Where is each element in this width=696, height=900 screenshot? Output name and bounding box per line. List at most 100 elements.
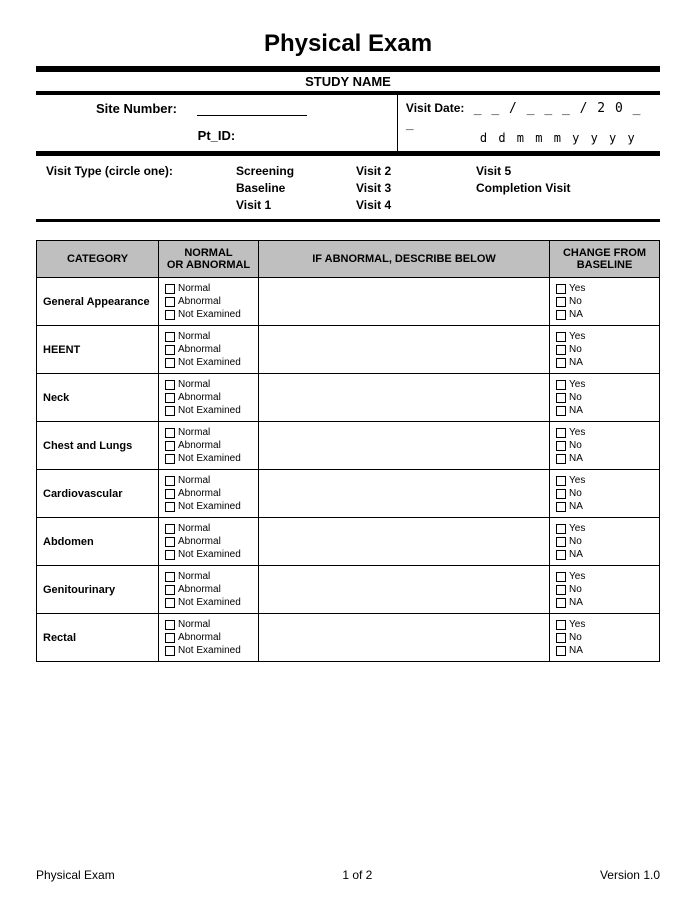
checkbox-icon[interactable]	[165, 358, 175, 368]
checkbox-icon[interactable]	[556, 380, 566, 390]
checkbox-icon[interactable]	[556, 598, 566, 608]
change-option[interactable]: NA	[556, 645, 653, 656]
status-option[interactable]: Normal	[165, 571, 252, 582]
checkbox-icon[interactable]	[556, 428, 566, 438]
change-option[interactable]: NA	[556, 357, 653, 368]
change-option[interactable]: No	[556, 632, 653, 643]
status-option[interactable]: Normal	[165, 427, 252, 438]
checkbox-icon[interactable]	[165, 345, 175, 355]
change-option[interactable]: NA	[556, 501, 653, 512]
status-option[interactable]: Normal	[165, 619, 252, 630]
site-number-input[interactable]	[197, 102, 307, 116]
checkbox-icon[interactable]	[165, 620, 175, 630]
change-option[interactable]: NA	[556, 597, 653, 608]
status-option[interactable]: Not Examined	[165, 357, 252, 368]
status-option[interactable]: Abnormal	[165, 584, 252, 595]
visit-type-option[interactable]: Visit 2	[356, 164, 476, 178]
status-option[interactable]: Abnormal	[165, 440, 252, 451]
status-option[interactable]: Abnormal	[165, 296, 252, 307]
visit-type-option[interactable]: Completion Visit	[476, 181, 626, 195]
visit-type-option[interactable]: Visit 5	[476, 164, 626, 178]
describe-cell[interactable]	[259, 422, 550, 470]
status-option[interactable]: Abnormal	[165, 488, 252, 499]
checkbox-icon[interactable]	[165, 537, 175, 547]
checkbox-icon[interactable]	[556, 550, 566, 560]
checkbox-icon[interactable]	[165, 502, 175, 512]
describe-cell[interactable]	[259, 614, 550, 662]
describe-cell[interactable]	[259, 470, 550, 518]
status-option[interactable]: Not Examined	[165, 453, 252, 464]
status-option[interactable]: Normal	[165, 331, 252, 342]
status-option[interactable]: Not Examined	[165, 501, 252, 512]
checkbox-icon[interactable]	[165, 572, 175, 582]
visit-type-option[interactable]	[476, 198, 626, 212]
checkbox-icon[interactable]	[556, 476, 566, 486]
status-option[interactable]: Abnormal	[165, 392, 252, 403]
status-option[interactable]: Not Examined	[165, 405, 252, 416]
describe-cell[interactable]	[259, 326, 550, 374]
checkbox-icon[interactable]	[165, 633, 175, 643]
change-option[interactable]: Yes	[556, 283, 653, 294]
status-option[interactable]: Normal	[165, 379, 252, 390]
checkbox-icon[interactable]	[165, 646, 175, 656]
status-option[interactable]: Abnormal	[165, 632, 252, 643]
change-option[interactable]: Yes	[556, 379, 653, 390]
checkbox-icon[interactable]	[556, 572, 566, 582]
checkbox-icon[interactable]	[556, 502, 566, 512]
visit-type-option[interactable]: Screening	[236, 164, 356, 178]
checkbox-icon[interactable]	[556, 537, 566, 547]
checkbox-icon[interactable]	[556, 310, 566, 320]
change-option[interactable]: No	[556, 392, 653, 403]
change-option[interactable]: NA	[556, 549, 653, 560]
checkbox-icon[interactable]	[165, 441, 175, 451]
status-option[interactable]: Not Examined	[165, 645, 252, 656]
checkbox-icon[interactable]	[165, 284, 175, 294]
status-option[interactable]: Not Examined	[165, 597, 252, 608]
checkbox-icon[interactable]	[556, 646, 566, 656]
checkbox-icon[interactable]	[556, 620, 566, 630]
checkbox-icon[interactable]	[556, 393, 566, 403]
describe-cell[interactable]	[259, 278, 550, 326]
change-option[interactable]: NA	[556, 309, 653, 320]
change-option[interactable]: No	[556, 344, 653, 355]
change-option[interactable]: Yes	[556, 523, 653, 534]
checkbox-icon[interactable]	[165, 393, 175, 403]
change-option[interactable]: Yes	[556, 331, 653, 342]
checkbox-icon[interactable]	[165, 454, 175, 464]
checkbox-icon[interactable]	[556, 345, 566, 355]
describe-cell[interactable]	[259, 566, 550, 614]
status-option[interactable]: Normal	[165, 523, 252, 534]
describe-cell[interactable]	[259, 518, 550, 566]
change-option[interactable]: No	[556, 296, 653, 307]
checkbox-icon[interactable]	[556, 585, 566, 595]
checkbox-icon[interactable]	[556, 633, 566, 643]
change-option[interactable]: No	[556, 584, 653, 595]
checkbox-icon[interactable]	[165, 550, 175, 560]
visit-type-option[interactable]: Visit 4	[356, 198, 476, 212]
status-option[interactable]: Abnormal	[165, 536, 252, 547]
checkbox-icon[interactable]	[556, 454, 566, 464]
visit-type-option[interactable]: Visit 3	[356, 181, 476, 195]
change-option[interactable]: No	[556, 488, 653, 499]
visit-type-option[interactable]: Visit 1	[236, 198, 356, 212]
change-option[interactable]: NA	[556, 453, 653, 464]
checkbox-icon[interactable]	[165, 598, 175, 608]
change-option[interactable]: Yes	[556, 571, 653, 582]
checkbox-icon[interactable]	[556, 441, 566, 451]
checkbox-icon[interactable]	[165, 585, 175, 595]
checkbox-icon[interactable]	[165, 310, 175, 320]
checkbox-icon[interactable]	[165, 428, 175, 438]
checkbox-icon[interactable]	[165, 297, 175, 307]
checkbox-icon[interactable]	[556, 524, 566, 534]
change-option[interactable]: Yes	[556, 427, 653, 438]
checkbox-icon[interactable]	[556, 297, 566, 307]
change-option[interactable]: NA	[556, 405, 653, 416]
checkbox-icon[interactable]	[556, 284, 566, 294]
status-option[interactable]: Normal	[165, 475, 252, 486]
change-option[interactable]: No	[556, 440, 653, 451]
checkbox-icon[interactable]	[165, 524, 175, 534]
checkbox-icon[interactable]	[165, 489, 175, 499]
checkbox-icon[interactable]	[165, 380, 175, 390]
checkbox-icon[interactable]	[165, 406, 175, 416]
change-option[interactable]: Yes	[556, 619, 653, 630]
